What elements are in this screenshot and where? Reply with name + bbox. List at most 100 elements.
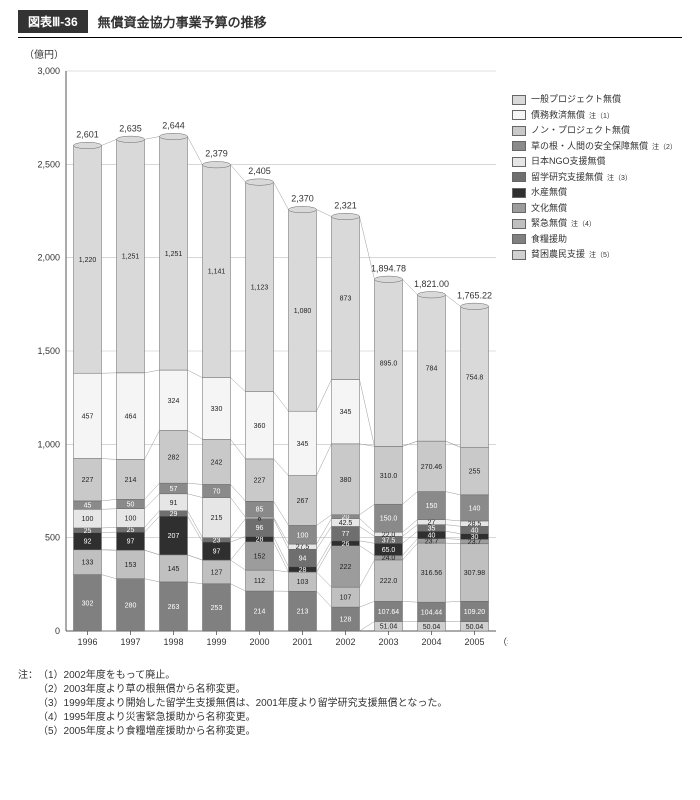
- svg-text:104.44: 104.44: [421, 609, 443, 616]
- svg-text:2004: 2004: [421, 637, 441, 647]
- svg-text:1997: 1997: [120, 637, 140, 647]
- svg-text:50: 50: [127, 502, 135, 509]
- svg-text:500: 500: [45, 533, 60, 543]
- svg-text:1,500: 1,500: [37, 346, 60, 356]
- svg-text:26: 26: [342, 541, 350, 548]
- svg-text:1,765.22: 1,765.22: [457, 290, 492, 300]
- svg-text:380: 380: [340, 477, 352, 484]
- svg-text:107.64: 107.64: [378, 609, 400, 616]
- svg-text:127: 127: [211, 569, 223, 576]
- svg-text:280: 280: [125, 602, 137, 609]
- svg-text:0: 0: [55, 626, 60, 636]
- svg-text:94: 94: [299, 556, 307, 563]
- svg-text:77: 77: [342, 531, 350, 538]
- svg-text:2,644: 2,644: [162, 121, 185, 131]
- legend-label: 文化無償: [531, 202, 567, 216]
- svg-text:2005: 2005: [464, 637, 484, 647]
- svg-text:2,321: 2,321: [334, 201, 357, 211]
- svg-text:128: 128: [340, 617, 352, 624]
- legend-swatch: [512, 95, 526, 105]
- svg-text:100: 100: [125, 516, 137, 523]
- svg-text:255: 255: [469, 469, 481, 476]
- legend-item: 日本NGO支援無償: [512, 155, 677, 169]
- svg-text:27.5: 27.5: [296, 544, 310, 551]
- legend-item: 貧困農民支援 注（5）: [512, 248, 677, 262]
- svg-text:1,123: 1,123: [251, 284, 269, 291]
- legend-swatch: [512, 110, 526, 120]
- svg-text:2002: 2002: [335, 637, 355, 647]
- legend-swatch: [512, 250, 526, 260]
- legend-label: 債務救済無償 注（1）: [531, 109, 614, 123]
- figure-number-tab: 図表Ⅲ-36: [18, 10, 88, 33]
- svg-text:2,601: 2,601: [76, 129, 99, 139]
- svg-text:1,821.00: 1,821.00: [414, 279, 449, 289]
- svg-text:97: 97: [127, 539, 135, 546]
- svg-text:112: 112: [254, 578, 265, 585]
- svg-text:45: 45: [84, 503, 92, 510]
- svg-text:100: 100: [82, 516, 94, 523]
- svg-text:215: 215: [211, 515, 223, 522]
- svg-text:2,500: 2,500: [37, 159, 60, 169]
- legend-swatch: [512, 126, 526, 136]
- svg-text:464: 464: [125, 414, 137, 421]
- svg-text:1,080: 1,080: [294, 308, 312, 315]
- svg-text:107: 107: [340, 595, 352, 602]
- svg-text:103: 103: [297, 579, 309, 586]
- svg-text:227: 227: [82, 477, 94, 484]
- svg-text:222.0: 222.0: [380, 578, 398, 585]
- legend-label: 草の根・人間の安全保障無償 注（2）: [531, 140, 677, 154]
- svg-text:263: 263: [168, 604, 180, 611]
- svg-text:25: 25: [127, 527, 135, 534]
- legend-item: 留学研究支援無償 注（3）: [512, 171, 677, 185]
- legend-label: 水産無償: [531, 186, 567, 200]
- svg-text:150.0: 150.0: [380, 516, 398, 523]
- svg-text:2,405: 2,405: [248, 166, 271, 176]
- legend-label: 食糧援助: [531, 233, 567, 247]
- legend-item: 草の根・人間の安全保障無償 注（2）: [512, 140, 677, 154]
- svg-text:152: 152: [254, 553, 266, 560]
- svg-text:784: 784: [426, 365, 438, 372]
- svg-text:109.20: 109.20: [464, 609, 486, 616]
- svg-text:1999: 1999: [206, 637, 226, 647]
- svg-text:222: 222: [340, 564, 352, 571]
- svg-text:895.0: 895.0: [380, 360, 398, 367]
- svg-text:324: 324: [168, 398, 180, 405]
- svg-text:28.5: 28.5: [468, 521, 482, 528]
- svg-text:345: 345: [340, 409, 352, 416]
- svg-text:65.0: 65.0: [382, 547, 396, 554]
- legend-swatch: [512, 219, 526, 229]
- svg-text:1,251: 1,251: [165, 251, 183, 258]
- legend-item: 水産無償: [512, 186, 677, 200]
- svg-text:270.46: 270.46: [421, 464, 443, 471]
- svg-text:1,141: 1,141: [208, 269, 226, 276]
- svg-text:227: 227: [254, 478, 266, 485]
- svg-text:214: 214: [125, 477, 137, 484]
- svg-text:1996: 1996: [77, 637, 97, 647]
- svg-text:2,635: 2,635: [119, 123, 142, 133]
- svg-text:2000: 2000: [249, 637, 269, 647]
- legend-note: 注（2）: [650, 144, 677, 151]
- footnote-line: 注：（1）2002年度をもって廃止。: [18, 669, 682, 683]
- svg-text:100: 100: [297, 532, 309, 539]
- svg-text:242: 242: [211, 459, 223, 466]
- svg-text:1,220: 1,220: [79, 257, 97, 264]
- legend-swatch: [512, 234, 526, 244]
- legend: 一般プロジェクト無償債務救済無償 注（1）ノン・プロジェクト無償草の根・人間の安…: [512, 93, 677, 264]
- svg-text:51.04: 51.04: [380, 624, 398, 631]
- footnote-line: （4）1995年度より災害緊急援助から名称変更。: [18, 711, 682, 725]
- legend-item: 債務救済無償 注（1）: [512, 109, 677, 123]
- legend-label: 貧困農民支援 注（5）: [531, 248, 614, 262]
- svg-text:96: 96: [256, 525, 264, 532]
- chart-title: 無償資金協力事業予算の推移: [98, 12, 267, 31]
- svg-text:150: 150: [426, 503, 438, 510]
- footnotes: 注：（1）2002年度をもって廃止。 （2）2003年度より草の根無償から名称変…: [18, 669, 682, 739]
- legend-swatch: [512, 157, 526, 167]
- svg-text:2,000: 2,000: [37, 253, 60, 263]
- legend-label: 留学研究支援無償 注（3）: [531, 171, 632, 185]
- svg-text:330: 330: [211, 406, 223, 413]
- svg-text:267: 267: [297, 498, 309, 505]
- svg-text:22.0: 22.0: [382, 532, 396, 539]
- svg-text:282: 282: [168, 454, 180, 461]
- svg-text:28: 28: [256, 537, 264, 544]
- svg-text:2003: 2003: [378, 637, 398, 647]
